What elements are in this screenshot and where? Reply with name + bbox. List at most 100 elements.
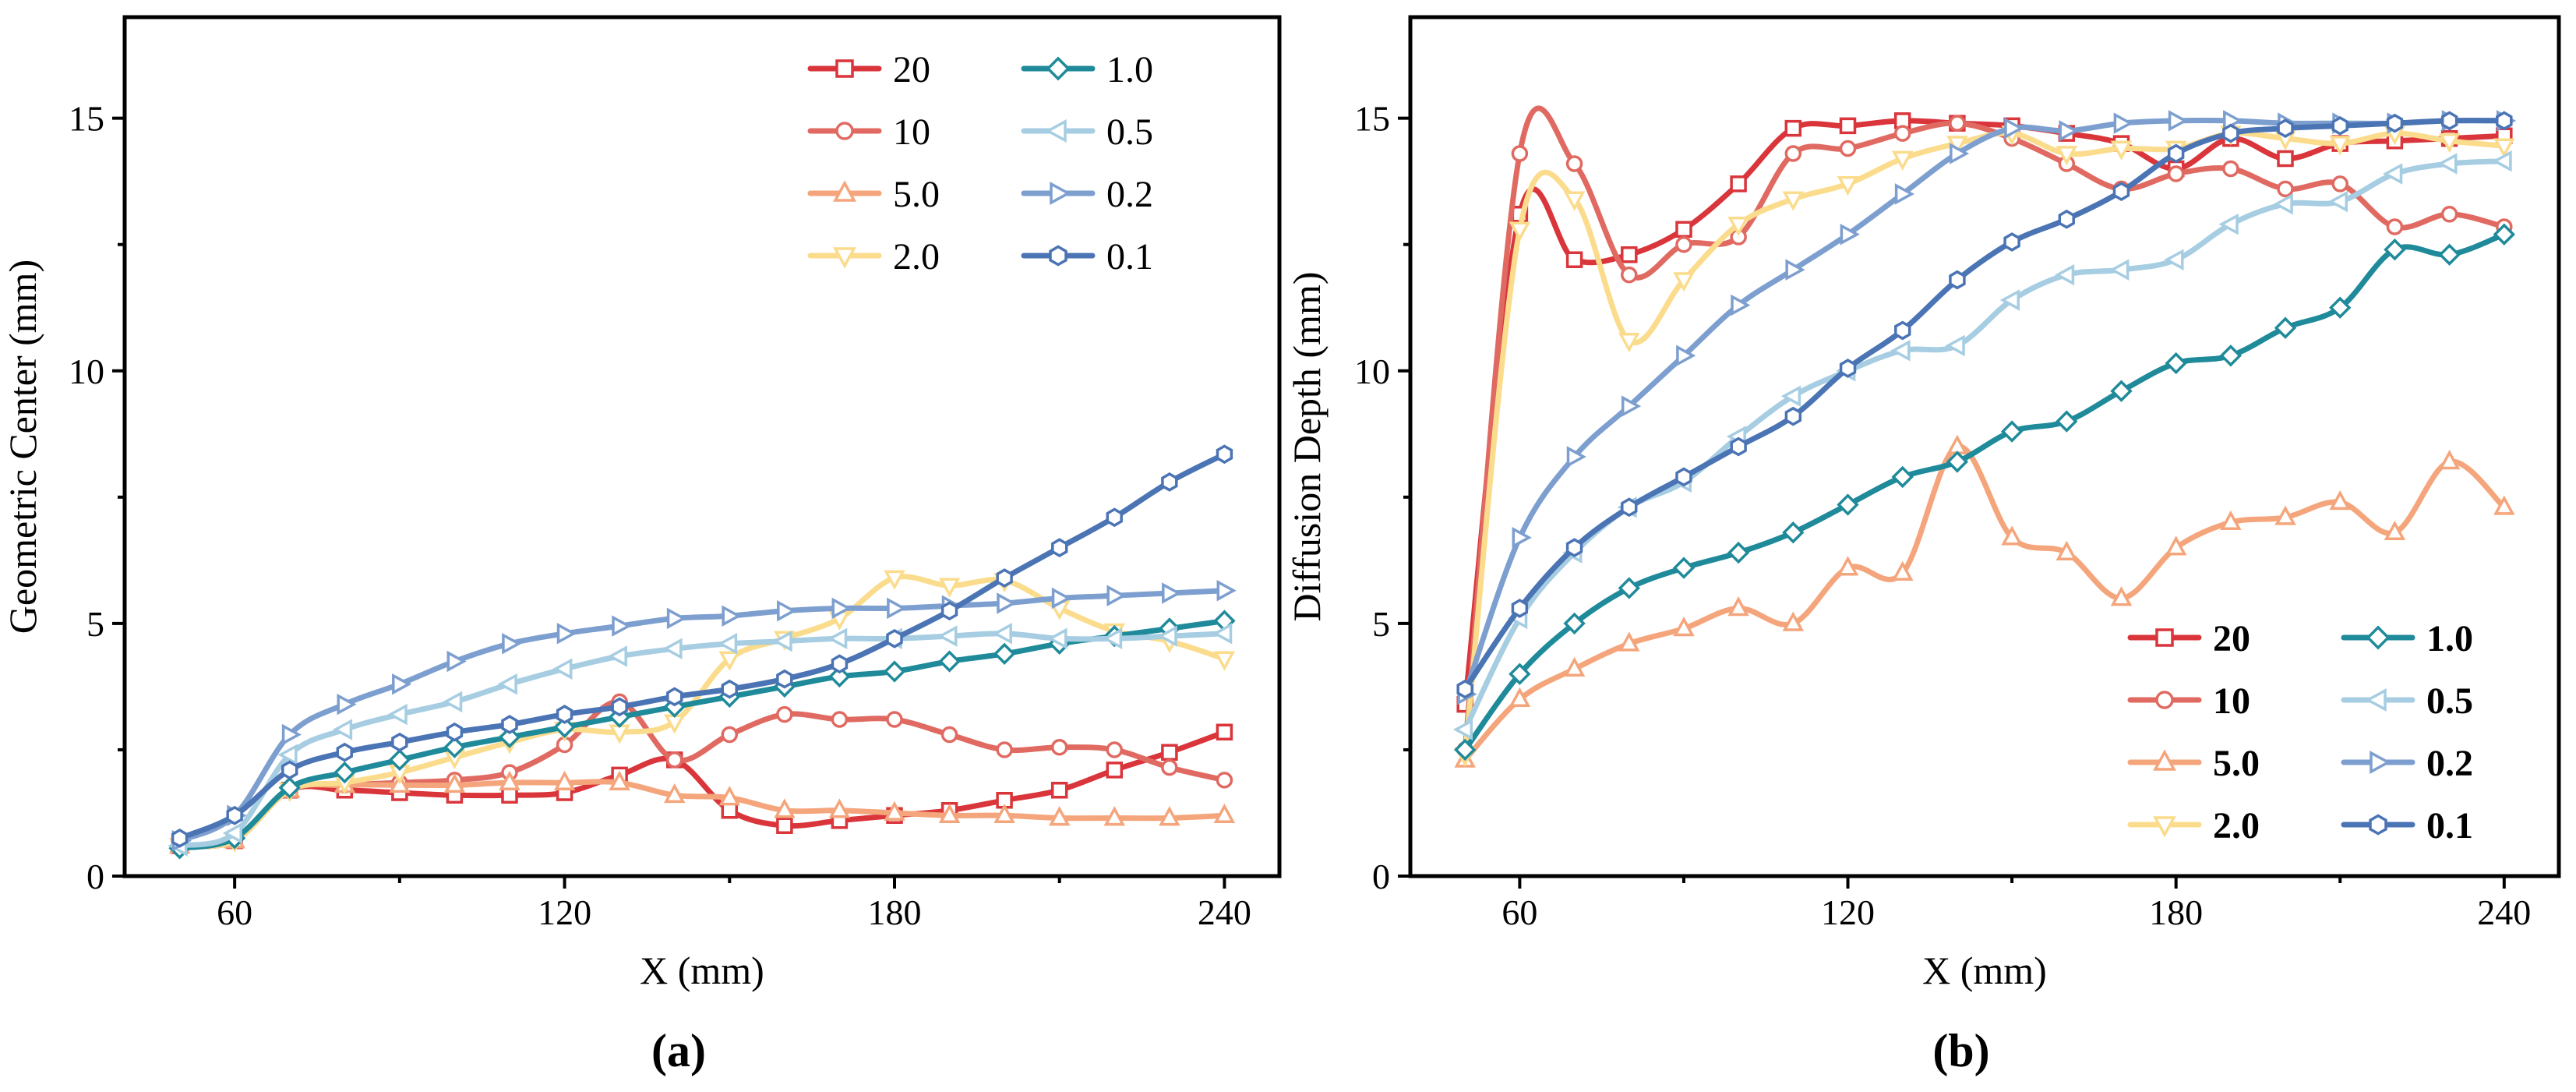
series-line-5-0 xyxy=(1462,444,2507,763)
data-point-0-5 xyxy=(277,744,298,766)
data-point-0-1 xyxy=(2003,232,2020,252)
legend-label: 20 xyxy=(2213,618,2250,659)
data-point-0-2 xyxy=(887,597,907,620)
series-line-0-2 xyxy=(1462,117,2507,698)
data-point-0-5 xyxy=(2383,163,2403,185)
data-point-0-1 xyxy=(336,742,353,762)
data-point-1-0 xyxy=(2165,352,2187,375)
x-tick-label: 120 xyxy=(1821,892,1875,932)
data-point-5-0 xyxy=(1563,656,1586,677)
data-point-5-0 xyxy=(609,770,630,790)
data-point-0-5 xyxy=(2437,153,2458,175)
data-point-0-1 xyxy=(1565,538,1583,558)
data-point-0-2 xyxy=(1051,587,1072,610)
legend-item-0-1: 0.1 xyxy=(1021,236,1153,277)
data-point-0-5 xyxy=(717,633,738,655)
data-point-20 xyxy=(1893,112,1911,129)
data-point-1-0 xyxy=(498,726,521,748)
data-point-0-5 xyxy=(2327,190,2348,213)
data-point-1-0 xyxy=(1454,738,1477,762)
data-point-0-1 xyxy=(1949,270,1966,290)
legend-item-0-5: 0.5 xyxy=(2341,680,2473,722)
legend-label: 1.0 xyxy=(1106,49,1153,90)
data-point-10 xyxy=(1784,145,1802,162)
data-point-0-1 xyxy=(2167,143,2185,164)
data-point-0-1 xyxy=(226,805,243,825)
legend-label: 10 xyxy=(893,111,930,153)
data-point-0-1 xyxy=(1621,497,1638,518)
legend-swatch-marker xyxy=(2369,814,2387,836)
legend-item-5-0: 5.0 xyxy=(807,174,940,215)
data-point-1-0 xyxy=(828,665,851,688)
data-point-0-5 xyxy=(1102,627,1123,650)
data-point-20 xyxy=(2277,150,2294,168)
data-point-2-0 xyxy=(1782,191,1805,211)
series-line-0-1 xyxy=(1462,118,2507,692)
x-tick-label: 60 xyxy=(1501,892,1537,932)
data-point-0-2 xyxy=(337,693,357,716)
data-point-2-0 xyxy=(1891,150,1914,171)
data-point-0-2 xyxy=(831,597,852,620)
legend-swatch-marker xyxy=(833,180,856,202)
data-point-0-2 xyxy=(777,599,797,622)
data-point-0-1 xyxy=(666,687,683,707)
data-point-2-0 xyxy=(2438,133,2461,154)
panel-label: (a) xyxy=(651,1025,706,1076)
data-point-0-5 xyxy=(552,658,573,680)
legend-label: 2.0 xyxy=(2213,805,2260,846)
legend-label: 10 xyxy=(2213,680,2250,722)
data-point-0-2 xyxy=(1162,582,1182,604)
data-point-0-5 xyxy=(1890,340,1911,362)
data-point-0-1 xyxy=(1839,359,1857,378)
legend-item-1-0: 1.0 xyxy=(2341,618,2473,659)
data-point-2-0 xyxy=(2056,146,2078,166)
x-tick-label: 180 xyxy=(2149,892,2203,932)
series-line-10 xyxy=(1462,105,2507,753)
data-point-20 xyxy=(776,817,793,834)
data-point-5-0 xyxy=(938,803,961,824)
data-point-5-0 xyxy=(1837,556,1859,576)
data-point-5-0 xyxy=(2220,510,2242,531)
x-tick-label: 240 xyxy=(1198,892,1251,932)
legend-swatch-marker xyxy=(1045,119,1067,143)
data-point-0-1 xyxy=(831,654,849,674)
y-tick-label: 10 xyxy=(1354,352,1390,391)
data-point-2-0 xyxy=(1509,221,1531,242)
data-point-0-1 xyxy=(1675,467,1692,487)
chart-panel-b: 60 120 180 240 0 5 10 15 X (mm) Diffusion Depth (… xyxy=(1285,15,2561,1076)
y-tick-label: 0 xyxy=(86,857,104,896)
data-point-20 xyxy=(1050,782,1068,799)
data-point-0-1 xyxy=(940,601,958,621)
data-point-10 xyxy=(2277,180,2294,198)
data-point-0-1 xyxy=(721,679,738,699)
data-point-0-1 xyxy=(281,760,298,780)
data-point-20 xyxy=(996,792,1013,809)
y-tick-label: 15 xyxy=(1354,99,1390,139)
series-line-20 xyxy=(1462,118,2507,708)
data-point-0-2 xyxy=(446,650,467,673)
data-point-0-1 xyxy=(1161,472,1178,492)
data-point-0-1 xyxy=(391,732,408,752)
data-point-5-0 xyxy=(1048,806,1071,826)
data-point-1-0 xyxy=(993,642,1016,665)
data-point-20 xyxy=(1621,246,1638,263)
data-point-5-0 xyxy=(443,772,466,793)
data-point-0-2 xyxy=(556,623,577,645)
data-point-10 xyxy=(1565,155,1583,172)
data-point-0-2 xyxy=(1731,294,1751,316)
x-tick-label: 180 xyxy=(868,892,922,932)
legend-swatch-marker xyxy=(2155,691,2174,709)
x-tick-label: 240 xyxy=(2477,892,2531,932)
data-point-1-0 xyxy=(1946,451,1969,473)
data-point-0-5 xyxy=(1212,623,1233,645)
legend-swatch-marker xyxy=(2153,816,2176,838)
data-point-5-0 xyxy=(828,798,851,818)
data-point-0-1 xyxy=(1784,406,1802,426)
data-point-0-5 xyxy=(2218,214,2239,235)
data-point-0-5 xyxy=(1999,289,2020,311)
data-point-5-0 xyxy=(2384,520,2406,541)
data-point-0-2 xyxy=(502,633,522,655)
data-point-5-0 xyxy=(1159,806,1180,826)
data-point-0-1 xyxy=(556,705,573,724)
